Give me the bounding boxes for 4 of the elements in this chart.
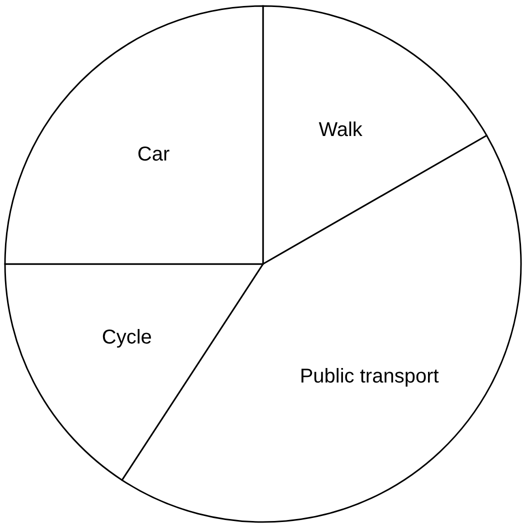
slice-label: Cycle <box>102 326 152 349</box>
slice-label: Public transport <box>300 366 440 388</box>
slice-label: Car <box>137 144 170 166</box>
slice-label: Walk <box>318 119 364 142</box>
